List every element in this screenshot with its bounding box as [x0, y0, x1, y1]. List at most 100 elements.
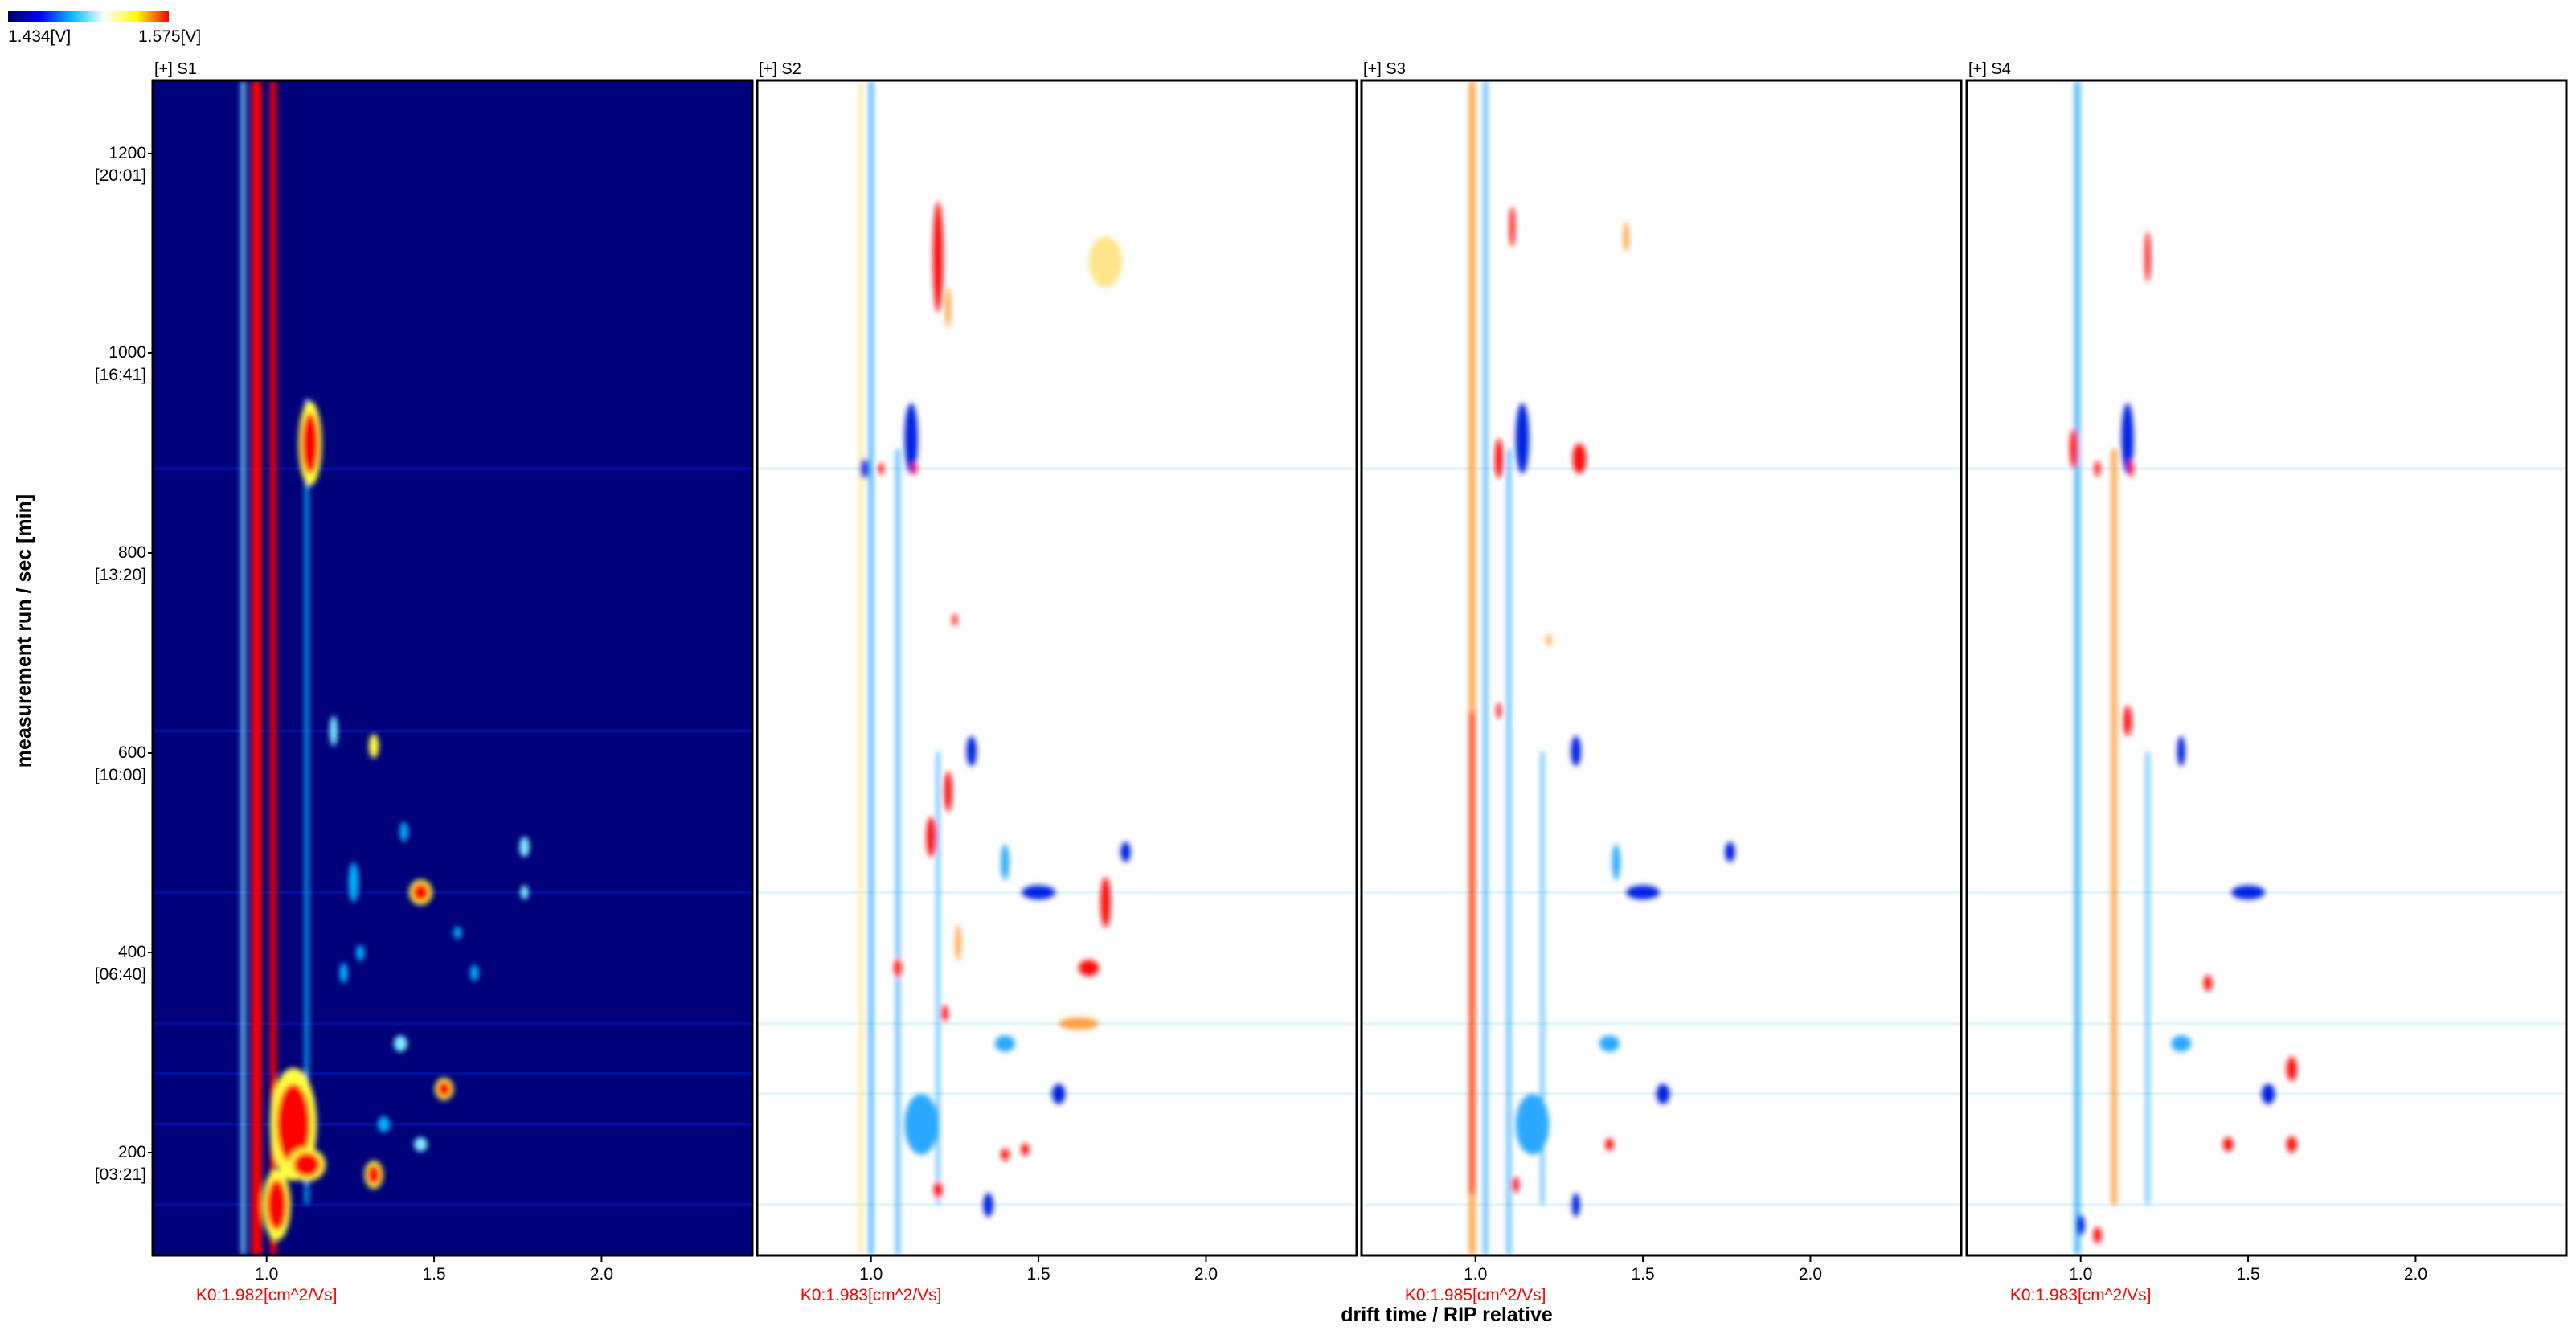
- y-tick: 200 [03:21]: [95, 1143, 153, 1184]
- signal-spot: [453, 926, 462, 939]
- signal-spot: [520, 885, 529, 900]
- signal-spot: [2095, 461, 2100, 477]
- signal-spot: [2287, 1136, 2297, 1153]
- x-tick-label: 1.0: [1464, 1265, 1487, 1284]
- signal-streak: [305, 398, 309, 1206]
- y-tick-label-min: [20:01]: [95, 166, 146, 185]
- signal-spot: [955, 924, 961, 961]
- background-band: [153, 891, 752, 895]
- signal-spot: [2121, 403, 2134, 474]
- plot-area: [153, 80, 752, 1255]
- k0-label: K0:1.982[cm^2/Vs]: [196, 1286, 338, 1304]
- y-axis: 200 [03:21] 400 [06:40] 600 [10:00] 800 …: [95, 144, 153, 1184]
- signal-spot: [2144, 231, 2151, 282]
- signal-spot: [904, 403, 919, 474]
- signal-spot: [367, 1165, 381, 1185]
- y-tick-label-sec: 200: [118, 1143, 146, 1161]
- signal-spot: [2076, 1214, 2085, 1235]
- plot-background: [1967, 80, 2566, 1255]
- y-tick: 800 [13:20]: [95, 543, 153, 584]
- signal-spot: [904, 1094, 939, 1155]
- panel-title: [+] S2: [759, 60, 801, 78]
- signal-streak: [2111, 448, 2117, 1206]
- signal-spot: [1088, 236, 1123, 288]
- signal-streak: [1469, 710, 1475, 1195]
- signal-spot: [1626, 885, 1660, 900]
- signal-spot: [301, 413, 319, 474]
- signal-spot: [2070, 428, 2078, 469]
- heatmap-panel: [+] S1 1.0 1.5 2.0 K0:1.982[cm^2/Vs]: [151, 60, 754, 1304]
- x-tick-label: 2.0: [2404, 1265, 2427, 1284]
- plot-background: [757, 80, 1357, 1255]
- background-band: [153, 1203, 752, 1207]
- heatmap-panel: [+] S2 1.0 1.5 2.0 K0:1.983[cm^2/Vs]: [756, 60, 1358, 1304]
- signal-spot: [966, 735, 977, 767]
- signal-spot: [2287, 1056, 2297, 1081]
- signal-spot: [1509, 206, 1515, 248]
- plot-background: [1362, 80, 1961, 1255]
- y-tick-label-sec: 800: [118, 543, 146, 562]
- signal-spot: [378, 1116, 391, 1132]
- x-tick-label: 1.0: [859, 1265, 883, 1284]
- signal-spot: [1001, 1148, 1010, 1161]
- background-band: [757, 467, 1357, 471]
- signal-streak: [1484, 80, 1488, 1255]
- y-tick-label-sec: 600: [118, 743, 146, 762]
- plot-area: [757, 80, 1357, 1255]
- x-tick-label: 2.0: [1194, 1265, 1218, 1284]
- signal-spot: [1051, 1083, 1066, 1104]
- signal-streak: [1507, 448, 1511, 1255]
- signal-layer: [1468, 80, 1735, 1255]
- y-tick-label-sec: 1200: [109, 144, 146, 162]
- background-band: [153, 1022, 752, 1026]
- background-band: [757, 1203, 1357, 1207]
- signal-spot: [2261, 1083, 2275, 1104]
- signal-spot: [1494, 438, 1503, 479]
- x-tick-label: 1.0: [2069, 1265, 2092, 1284]
- signal-spot: [470, 964, 479, 981]
- y-tick-label-min: [13:20]: [95, 566, 146, 584]
- signal-spot: [911, 462, 918, 475]
- signal-spot: [994, 1035, 1015, 1052]
- panel-frame: [756, 79, 1358, 1257]
- signal-spot: [983, 1193, 993, 1218]
- signal-streak: [2074, 80, 2080, 1255]
- x-tick-label: 2.0: [590, 1265, 613, 1284]
- signal-streak: [869, 80, 874, 1255]
- background-band: [153, 1072, 752, 1076]
- panels: [+] S1 1.0 1.5 2.0 K0:1.982[cm^2/Vs] [+] S2 1.…: [151, 60, 2568, 1304]
- y-tick-label-min: [16:41]: [95, 366, 146, 384]
- signal-layer: [2070, 80, 2297, 1255]
- signal-spot: [941, 1005, 948, 1022]
- background-band: [1362, 1022, 1961, 1026]
- x-tick-label: 1.5: [1026, 1265, 1050, 1284]
- signal-spot: [1612, 843, 1620, 881]
- signal-spot: [1496, 702, 1501, 719]
- signal-spot: [2123, 706, 2132, 736]
- panel-frame: [151, 79, 754, 1257]
- signal-spot: [1100, 877, 1111, 928]
- panel-title: [+] S1: [154, 60, 197, 78]
- signal-streak: [270, 80, 276, 1255]
- signal-spot: [932, 201, 944, 313]
- signal-spot: [926, 817, 936, 858]
- signal-spot: [2204, 975, 2213, 992]
- signal-spot: [2128, 461, 2134, 477]
- signal-spot: [2231, 885, 2265, 900]
- signal-spot: [1515, 1094, 1550, 1155]
- signal-spot: [437, 1080, 451, 1097]
- signal-streak: [241, 80, 246, 1255]
- signal-spot: [944, 771, 952, 812]
- signal-spot: [860, 458, 869, 479]
- heatmap-panel: [+] S4 1.0 1.5 2.0 K0:1.983[cm^2/Vs]: [1965, 60, 2568, 1304]
- signal-spot: [945, 287, 951, 328]
- signal-streak: [1541, 751, 1544, 1206]
- signal-layer: [241, 80, 530, 1255]
- y-tick-label-min: [10:00]: [95, 766, 146, 784]
- signal-spot: [1120, 841, 1131, 862]
- signal-layer: [859, 80, 1131, 1255]
- signal-spot: [1021, 1143, 1030, 1156]
- signal-spot: [276, 1083, 310, 1165]
- signal-spot: [1623, 221, 1629, 252]
